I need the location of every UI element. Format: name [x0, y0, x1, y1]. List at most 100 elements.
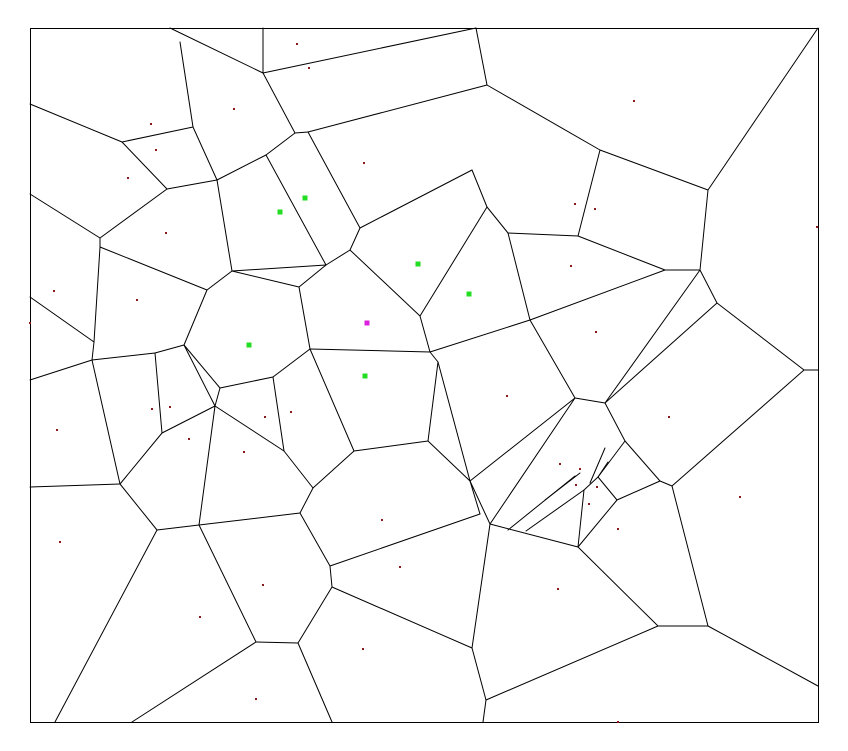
voronoi-edge	[183, 344, 221, 389]
voronoi-edge	[577, 489, 585, 548]
voronoi-edge	[529, 319, 576, 399]
site-point	[127, 177, 129, 179]
site-point	[595, 331, 597, 333]
site-point	[557, 588, 559, 590]
voronoi-edge	[577, 499, 618, 548]
voronoi-edge	[91, 359, 121, 485]
site-point	[56, 429, 58, 431]
voronoi-edge	[419, 315, 431, 353]
site-point	[59, 541, 61, 543]
voronoi-edge	[214, 405, 285, 452]
voronoi-edge	[616, 480, 661, 501]
voronoi-edge	[299, 487, 314, 514]
voronoi-edge	[262, 72, 296, 134]
site-point	[308, 67, 310, 69]
voronoi-edge	[216, 179, 233, 272]
voronoi-edge	[312, 450, 355, 489]
voronoi-edge	[471, 647, 487, 701]
voronoi-edge	[469, 480, 481, 515]
voronoi-edge	[121, 141, 168, 190]
voronoi-edge	[272, 348, 311, 378]
voronoi-edge	[471, 169, 488, 208]
site-point	[574, 203, 576, 205]
voronoi-edge	[419, 206, 488, 317]
voronoi-edge	[214, 387, 221, 407]
voronoi-edge	[231, 270, 300, 288]
site-point	[262, 584, 264, 586]
voronoi-edge	[307, 131, 361, 229]
site-point	[579, 468, 581, 470]
voronoi-edge	[325, 249, 351, 266]
voronoi-edge	[604, 269, 701, 404]
voronoi-edge	[156, 524, 200, 531]
site-point	[296, 43, 298, 45]
voronoi-edge	[283, 450, 314, 489]
voronoi-edge	[707, 625, 819, 687]
voronoi-edge	[485, 625, 659, 701]
voronoi-edge	[206, 270, 233, 291]
voronoi-edge	[183, 289, 208, 346]
site-point	[169, 406, 171, 408]
site-point	[243, 451, 245, 453]
voronoi-edge	[198, 405, 216, 526]
site-point	[559, 463, 561, 465]
voronoi-edge	[486, 206, 509, 234]
neighbor-site-point	[466, 291, 472, 297]
site-point	[381, 519, 383, 521]
voronoi-edge	[298, 264, 327, 288]
voronoi-edge	[482, 699, 487, 723]
voronoi-edge	[525, 489, 585, 532]
site-point	[29, 322, 31, 324]
voronoi-edge	[91, 352, 156, 361]
neighbor-site-point	[415, 261, 421, 267]
voronoi-edge	[54, 529, 158, 723]
voronoi-edge	[353, 440, 429, 452]
voronoi-edge	[583, 476, 599, 491]
voronoi-edge	[329, 565, 333, 588]
voronoi-edge	[309, 348, 431, 353]
voronoi-edge	[429, 351, 439, 363]
neighbor-site-point	[277, 209, 283, 215]
voronoi-edge	[272, 376, 285, 452]
voronoi-edge	[699, 189, 709, 271]
voronoi-edge	[198, 524, 257, 643]
voronoi-edge	[154, 352, 163, 434]
site-point	[594, 208, 596, 210]
voronoi-edge	[589, 447, 606, 484]
voronoi-edge	[597, 461, 609, 478]
site-point	[264, 416, 266, 418]
voronoi-edge	[309, 348, 355, 452]
site-point	[255, 698, 257, 700]
voronoi-edge	[297, 642, 333, 723]
site-point	[399, 566, 401, 568]
voronoi-edge	[99, 188, 168, 239]
site-point	[668, 416, 670, 418]
voronoi-edge	[216, 154, 267, 181]
voronoi-edge	[544, 472, 581, 501]
voronoi-edge	[331, 586, 473, 649]
voronoi-edge	[93, 246, 101, 343]
site-point	[188, 438, 190, 440]
site-point	[290, 411, 292, 413]
voronoi-edge	[119, 483, 158, 531]
voronoi-edge	[29, 193, 101, 239]
voronoi-edge	[507, 232, 531, 321]
site-point	[362, 648, 364, 650]
voronoi-edge	[574, 397, 606, 404]
voronoi-edge	[154, 344, 185, 354]
voronoi-edge	[29, 296, 95, 343]
voronoi-edge	[469, 397, 576, 482]
voronoi-edge	[298, 286, 311, 350]
voronoi-edge	[192, 126, 218, 181]
voronoi-edge	[183, 344, 216, 407]
neighbor-site-point	[302, 195, 308, 201]
voronoi-edge	[624, 440, 661, 482]
voronoi-edge	[716, 302, 805, 371]
voronoi-edge	[707, 27, 819, 191]
voronoi-edge	[307, 84, 488, 133]
voronoi-edge	[349, 227, 361, 251]
voronoi-edge	[169, 27, 264, 74]
voronoi-edge	[359, 169, 473, 229]
voronoi-edge	[671, 369, 805, 487]
